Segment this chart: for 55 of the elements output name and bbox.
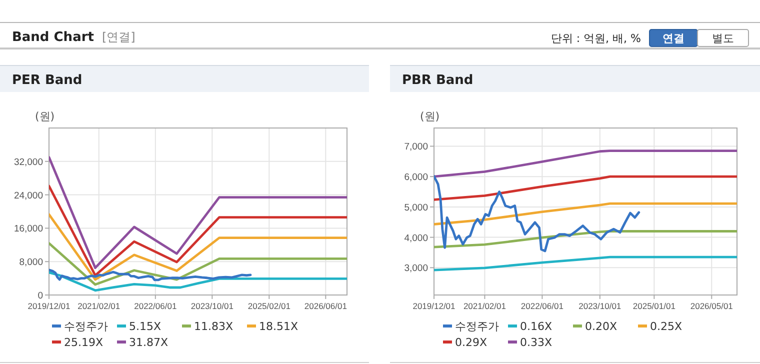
chart-title: PBR Band [402,73,474,88]
y-tick-label: 24,000 [14,190,43,202]
chart-title: PER Band [12,73,82,88]
y-tick-label: 32,000 [14,156,43,168]
legend-label: 0.33X [520,336,552,349]
line-series [49,242,347,286]
y-tick-label: 5,000 [404,202,428,214]
legend-label: 수정주가 [455,320,499,333]
x-tick-label: 2019/12/01 [28,301,71,311]
y-tick-label: 4,000 [404,232,428,244]
y-tick-label: 3,000 [404,263,428,274]
text: 연결 [662,32,684,45]
x-tick-label: 2026/05/01 [690,301,734,311]
line-series [49,268,252,282]
legend-label: 31.87X [129,336,168,349]
y-axis-title: (원) [35,110,55,123]
legend-label: 0.25X [650,320,682,333]
y-tick-label: 6,000 [404,172,428,184]
line-series [434,175,737,201]
legend-label: 11.83X [194,320,234,333]
x-tick-label: 2021/02/01 [78,301,120,311]
legend-label: 0.29X [455,336,488,349]
x-tick-label: 2025/02/01 [248,301,291,311]
line-series [49,184,347,277]
x-tick-label: 2023/10/01 [190,301,234,311]
legend-label: 5.15X [129,320,162,333]
line-series [434,202,737,226]
text: 단위 : 억원, 배, % [550,32,641,45]
text: Band Chart [12,30,94,45]
line-series [49,156,347,270]
legend-label: 수정주가 [64,320,108,333]
x-tick-label: 2026/06/01 [304,301,348,311]
x-tick-label: 2025/01/01 [632,301,676,311]
x-tick-label: 2023/10/01 [578,301,622,311]
text: 별도 [712,32,734,45]
y-tick-label: 7,000 [404,142,428,153]
legend-label: 18.51X [259,320,298,333]
line-series [434,175,640,252]
line-series [49,271,347,292]
legend-label: 25.19X [64,336,104,349]
y-tick-label: 0 [38,290,43,302]
line-series [49,213,347,281]
text: [연결] [102,30,136,44]
y-tick-label: 8,000 [19,257,43,268]
line-series [434,230,737,248]
y-axis-title: (원) [420,110,440,123]
legend-label: 0.16X [520,320,552,333]
line-series [434,256,737,272]
x-tick-label: 2022/06/01 [520,301,564,311]
line-series [434,150,737,178]
x-tick-label: 2019/12/01 [412,301,456,311]
x-tick-label: 2021/02/01 [463,301,506,311]
x-tick-label: 2022/06/01 [134,301,177,311]
y-tick-label: 16,000 [14,224,43,235]
legend-label: 0.20X [585,320,618,333]
